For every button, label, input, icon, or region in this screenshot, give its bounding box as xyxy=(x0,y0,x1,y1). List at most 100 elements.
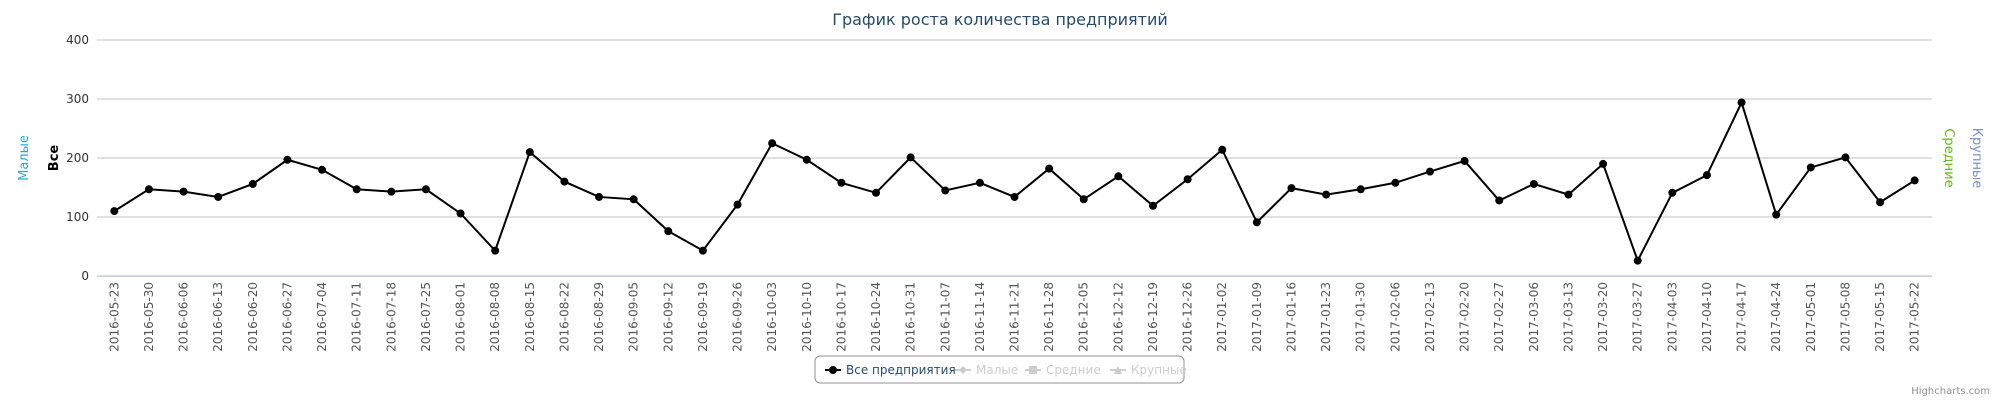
point xyxy=(1045,164,1054,173)
point xyxy=(525,148,534,157)
point xyxy=(491,246,500,255)
x-tick-label: 2017-04-10 xyxy=(1700,282,1714,352)
x-tick-label: 2016-12-12 xyxy=(1111,282,1125,352)
x-tick-label: 2016-09-19 xyxy=(696,282,710,352)
x-tick-label: 2016-07-18 xyxy=(384,282,398,352)
point xyxy=(387,187,396,196)
legend-label[interactable]: Все предприятия xyxy=(846,363,956,377)
x-tick-label: 2016-07-04 xyxy=(315,282,329,352)
x-tick-label: 2017-02-20 xyxy=(1458,282,1472,352)
x-tick-label: 2016-08-15 xyxy=(523,282,537,352)
x-tick-label: 2017-01-23 xyxy=(1319,282,1333,352)
point xyxy=(421,185,430,194)
x-tick-label: 2016-11-28 xyxy=(1042,282,1056,352)
x-tick-label: 2016-11-14 xyxy=(973,282,987,352)
x-tick-label: 2016-06-27 xyxy=(280,282,294,352)
x-tick-label: 2016-10-17 xyxy=(834,282,848,352)
point xyxy=(664,227,673,236)
x-tick-label: 2016-06-06 xyxy=(177,282,191,352)
x-tick-label: 2017-04-03 xyxy=(1665,282,1679,352)
x-tick-label: 2016-08-08 xyxy=(488,282,502,352)
point xyxy=(1737,98,1746,107)
x-tick-label: 2017-01-16 xyxy=(1284,282,1298,352)
y-tick-label: 300 xyxy=(66,92,89,106)
y-tick-label: 0 xyxy=(81,269,89,283)
legend-label[interactable]: Крупные xyxy=(1131,363,1187,377)
point xyxy=(352,185,361,194)
point xyxy=(872,188,881,197)
x-tick-label: 2016-12-05 xyxy=(1077,282,1091,352)
x-tick-label: 2017-02-27 xyxy=(1492,282,1506,352)
point xyxy=(1460,156,1469,165)
series-line xyxy=(113,99,1916,264)
x-tick-label: 2017-01-09 xyxy=(1250,282,1264,352)
point xyxy=(698,246,707,255)
point xyxy=(1633,256,1642,265)
x-tick-label: 2017-01-02 xyxy=(1215,282,1229,352)
point xyxy=(1425,167,1434,176)
axis-title: Малые xyxy=(17,135,32,181)
legend-marker[interactable] xyxy=(1114,366,1122,374)
x-tick-label: 2016-12-19 xyxy=(1146,282,1160,352)
point xyxy=(318,165,327,174)
x-tick-label: 2016-06-20 xyxy=(246,282,260,352)
point xyxy=(248,179,257,188)
x-tick-label: 2016-09-12 xyxy=(661,282,675,352)
x-tick-label: 2016-08-22 xyxy=(557,282,571,352)
legend-label[interactable]: Малые xyxy=(976,363,1018,377)
point xyxy=(1806,163,1815,172)
legend-label[interactable]: Средние xyxy=(1046,363,1101,377)
point xyxy=(1391,178,1400,187)
y-tick-label: 400 xyxy=(66,33,89,47)
x-tick-label: 2016-09-05 xyxy=(627,282,641,352)
x-tick-label: 2017-04-24 xyxy=(1769,282,1783,352)
legend-box xyxy=(814,355,1185,384)
axis-title: Средние xyxy=(1941,128,1956,187)
point xyxy=(214,192,223,201)
chart-title: График роста количества предприятий xyxy=(832,10,1168,29)
x-tick-label: 2017-05-01 xyxy=(1804,282,1818,352)
point xyxy=(179,187,188,196)
x-tick-label: 2017-02-13 xyxy=(1423,282,1437,352)
x-tick-label: 2016-11-07 xyxy=(938,282,952,352)
x-tick-label: 2016-09-26 xyxy=(731,282,745,352)
x-tick-label: 2017-03-06 xyxy=(1527,282,1541,352)
point xyxy=(975,178,984,187)
point xyxy=(733,200,742,209)
x-tick-label: 2017-03-20 xyxy=(1596,282,1610,352)
x-tick-label: 2016-10-10 xyxy=(800,282,814,352)
point xyxy=(560,177,569,186)
point xyxy=(802,155,811,164)
x-tick-label: 2016-05-23 xyxy=(107,282,121,352)
point xyxy=(1910,176,1919,185)
point xyxy=(283,155,292,164)
legend-marker[interactable] xyxy=(1029,366,1037,374)
x-tick-label: 2016-10-31 xyxy=(904,282,918,352)
point xyxy=(1218,145,1227,154)
legend-marker[interactable] xyxy=(829,366,837,374)
x-tick-label: 2016-06-13 xyxy=(211,282,225,352)
legend-marker[interactable] xyxy=(959,366,967,374)
x-tick-label: 2017-03-27 xyxy=(1631,282,1645,352)
point xyxy=(837,178,846,187)
point xyxy=(1287,184,1296,193)
point xyxy=(1876,198,1885,207)
point xyxy=(1599,159,1608,168)
x-tick-label: 2017-01-30 xyxy=(1354,282,1368,352)
x-tick-label: 2016-07-11 xyxy=(350,282,364,352)
x-tick-label: 2016-07-25 xyxy=(419,282,433,352)
point xyxy=(1183,175,1192,184)
axis-title: Крупные xyxy=(1969,128,1984,188)
point xyxy=(1841,153,1850,162)
point xyxy=(941,186,950,195)
x-tick-label: 2017-05-22 xyxy=(1908,282,1922,352)
x-tick-label: 2017-04-17 xyxy=(1735,282,1749,352)
point xyxy=(456,209,465,218)
x-tick-label: 2016-12-26 xyxy=(1181,282,1195,352)
credits[interactable]: Highcharts.com xyxy=(1911,386,1990,397)
point xyxy=(629,195,638,204)
point xyxy=(1772,210,1781,219)
x-tick-label: 2016-10-24 xyxy=(869,282,883,352)
point xyxy=(1079,195,1088,204)
